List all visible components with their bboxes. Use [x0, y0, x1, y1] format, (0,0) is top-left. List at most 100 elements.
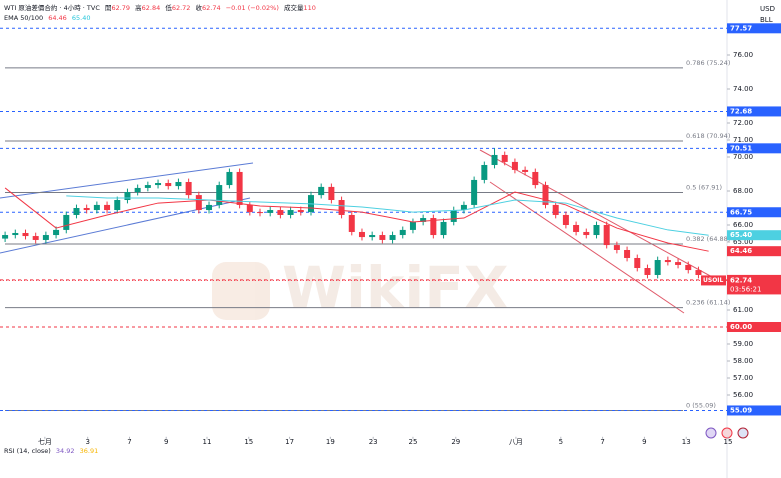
rsi-name: RSI (14, close) — [4, 447, 51, 455]
candle-body — [695, 270, 702, 275]
price-badge-label: 55.09 — [730, 406, 752, 414]
price-badge-label: 66.75 — [730, 208, 752, 216]
price-badge-bg — [727, 143, 781, 154]
candle-body — [257, 212, 264, 214]
candle-body — [562, 214, 569, 225]
label: 高 — [135, 3, 142, 12]
x-tick-label: 15 — [724, 438, 733, 446]
candle-body — [491, 154, 498, 165]
x-tick-label: 3 — [85, 438, 89, 446]
price-badge-bg — [727, 207, 781, 218]
x-tick-label: 17 — [285, 438, 294, 446]
watermark-text: WikiFX — [282, 254, 509, 322]
channel-line — [489, 181, 685, 314]
candle-body — [277, 210, 284, 215]
icon — [721, 427, 733, 439]
ema-line — [4, 187, 709, 252]
x-tick-label: 11 — [203, 438, 212, 446]
x-tick-label: 7 — [127, 438, 131, 446]
candle-body — [420, 218, 427, 222]
candle-body — [22, 232, 29, 237]
countdown: 03:56:21 — [730, 285, 761, 293]
candle-body — [63, 214, 70, 230]
candle-body — [532, 171, 539, 186]
candle-body — [318, 186, 325, 196]
x-tick-label: 七月 — [38, 437, 52, 446]
symbol: WTI 原油差價合約 · 4小時 · TVC — [4, 3, 100, 12]
y-tick-label: 72.00 — [733, 119, 753, 127]
open: 62.79 — [111, 4, 130, 12]
last-symbol: USOIL — [703, 277, 724, 284]
ema-line — [66, 195, 709, 236]
label: 低 — [165, 3, 172, 12]
price-badge-bg — [727, 322, 781, 332]
candle-body — [287, 210, 294, 215]
candle-body — [195, 195, 202, 211]
indicator: EMA 50/100 64.46 65.40 — [4, 14, 90, 22]
low: 62.72 — [172, 4, 191, 12]
icon — [737, 427, 749, 439]
candle-body — [603, 225, 610, 246]
candle-body — [450, 210, 457, 222]
x-tick-label: 7 — [600, 438, 604, 446]
candle-body — [511, 161, 518, 170]
y-tick-label: 76.00 — [733, 51, 753, 59]
candle-body — [83, 208, 90, 211]
price-badge-label: 70.51 — [730, 144, 752, 152]
icon — [705, 427, 717, 439]
candle-body — [440, 221, 447, 236]
close: 62.74 — [202, 4, 221, 12]
high: 62.84 — [142, 4, 161, 12]
candle-body — [216, 185, 223, 205]
channel-line — [0, 197, 251, 254]
candle-body — [634, 257, 641, 269]
x-tick-label: 25 — [408, 438, 417, 446]
candle-body — [379, 235, 386, 240]
y-tick-label: 68.00 — [733, 187, 753, 195]
fib-label: 0.236 (61.14) — [686, 299, 730, 307]
label: 開 — [105, 4, 112, 12]
ema-badge-label: 65.40 — [730, 231, 752, 239]
candle-body — [583, 231, 590, 236]
candle-body — [471, 179, 478, 205]
label: 成交量 — [284, 3, 304, 12]
candle-body — [104, 204, 111, 211]
y-tick-label: 61.00 — [733, 306, 753, 314]
candle-body — [246, 204, 253, 213]
x-tick-label: 23 — [369, 438, 378, 446]
label: 收 — [196, 3, 203, 12]
fib-label: 0.382 (64.88) — [686, 235, 730, 243]
x-tick-label: 八月 — [509, 438, 523, 446]
y-tick-label: 56.00 — [733, 391, 753, 399]
y-tick-label: 74.00 — [733, 85, 753, 93]
x-tick-label: 13 — [682, 438, 691, 446]
candle-body — [175, 181, 182, 187]
y-tick-label: 57.00 — [733, 374, 753, 382]
candle-body — [226, 171, 233, 186]
last-badge-bg — [727, 275, 781, 295]
candle-body — [430, 218, 437, 236]
candle-body — [236, 171, 243, 205]
fib-label: 0.786 (75.24) — [686, 59, 730, 67]
candle-body — [297, 210, 304, 213]
candle-body — [460, 204, 467, 211]
last-badge-label: 62.74 — [730, 276, 752, 284]
price-badge-label: 72.68 — [730, 107, 752, 115]
candle-body — [12, 232, 19, 236]
candle-body — [155, 183, 162, 186]
price-badge-bg — [727, 106, 781, 117]
candle-body — [613, 245, 620, 250]
watermark: WikiFX — [212, 254, 509, 322]
indicator-name: EMA 50/100 — [4, 14, 43, 22]
candle-body — [328, 186, 335, 201]
ema-badge-bg — [727, 246, 781, 257]
watermark-logo — [212, 262, 270, 320]
candle-body — [53, 229, 60, 236]
fib-label: 0 (55.09) — [686, 401, 716, 409]
icons — [705, 427, 749, 439]
ema100: 65.40 — [72, 14, 91, 22]
y-tick-label: 59.00 — [733, 340, 753, 348]
ema50: 64.46 — [48, 14, 67, 22]
